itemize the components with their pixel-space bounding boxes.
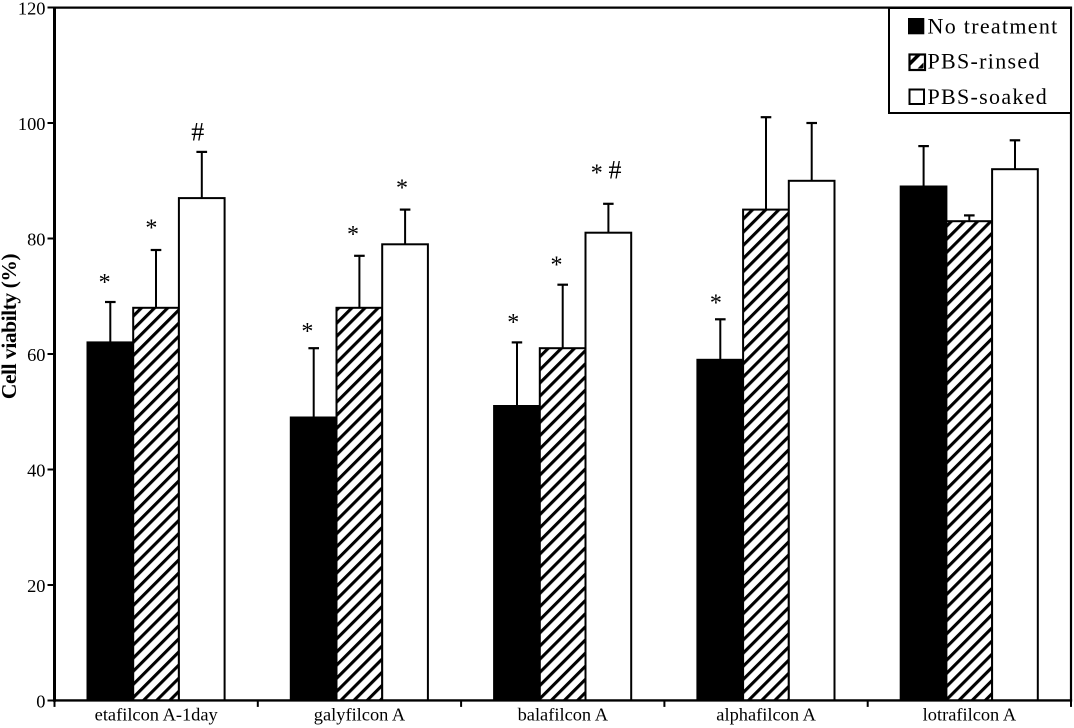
- svg-text:PBS-soaked: PBS-soaked: [928, 84, 1049, 109]
- svg-text:0: 0: [36, 692, 45, 712]
- svg-text:PBS-rinsed: PBS-rinsed: [928, 49, 1041, 74]
- svg-text:*: *: [710, 291, 722, 317]
- svg-text:*: *: [396, 176, 408, 202]
- svg-text:80: 80: [27, 230, 45, 250]
- svg-text:#: #: [609, 155, 622, 184]
- svg-text:balafilcon A: balafilcon A: [518, 705, 609, 725]
- svg-text:*: *: [301, 319, 313, 345]
- svg-text:galyfilcon A: galyfilcon A: [314, 705, 406, 725]
- svg-text:lotrafilcon A: lotrafilcon A: [923, 705, 1017, 725]
- svg-text:20: 20: [27, 576, 45, 596]
- svg-text:No treatment: No treatment: [928, 14, 1059, 39]
- svg-text:etafilcon A-1day: etafilcon A-1day: [95, 705, 219, 725]
- svg-text:*: *: [551, 252, 563, 278]
- svg-text:*: *: [591, 161, 603, 187]
- svg-text:60: 60: [27, 345, 45, 365]
- svg-text:#: #: [191, 117, 204, 146]
- svg-text:alphafilcon A: alphafilcon A: [716, 705, 816, 725]
- svg-text:*: *: [145, 215, 157, 241]
- svg-text:100: 100: [18, 114, 46, 134]
- svg-text:*: *: [507, 310, 519, 336]
- svg-text:Cell viabilty (%): Cell viabilty (%): [0, 254, 21, 400]
- svg-text:120: 120: [18, 0, 46, 19]
- svg-text:*: *: [347, 222, 359, 248]
- svg-text:*: *: [99, 270, 111, 296]
- svg-text:40: 40: [27, 461, 45, 481]
